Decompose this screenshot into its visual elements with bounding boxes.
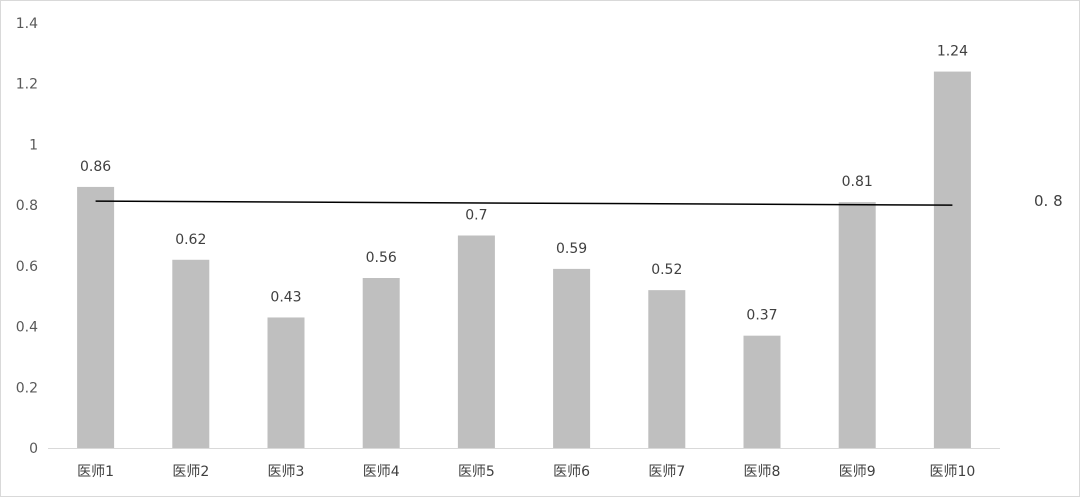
data-labels: 0.86 0.62 0.43 0.56 0.7 0.59 0.52 0.37 0.81 1.24 <box>80 44 968 324</box>
bar <box>933 71 971 449</box>
bar <box>743 335 781 448</box>
y-tick-label: 0.6 <box>16 259 38 275</box>
data-label: 0.59 <box>556 241 587 257</box>
x-tick-label: 医师5 <box>458 464 495 480</box>
y-tick-label: 1.4 <box>16 16 38 32</box>
data-label: 0.37 <box>746 308 777 324</box>
x-tick-label: 医师3 <box>268 464 305 480</box>
y-axis: 0 0.2 0.4 0.6 0.8 1 1.2 1.4 <box>16 16 38 457</box>
bar <box>362 278 400 448</box>
x-tick-label: 医师10 <box>929 464 975 480</box>
y-tick-label: 0 <box>29 441 38 457</box>
y-tick-label: 0.4 <box>16 320 38 336</box>
y-tick-label: 1 <box>29 137 38 153</box>
bar <box>648 290 686 448</box>
data-label: 0.7 <box>465 208 487 224</box>
reference-line-label: 0. 8 <box>1034 192 1063 210</box>
bar <box>553 268 591 448</box>
y-tick-label: 0.2 <box>16 380 38 396</box>
data-label: 0.52 <box>651 262 682 278</box>
data-label: 0.86 <box>80 159 111 175</box>
data-label: 0.56 <box>366 250 397 266</box>
y-tick-label: 1.2 <box>16 77 38 93</box>
bar <box>457 235 495 448</box>
bar <box>838 202 876 448</box>
x-tick-label: 医师7 <box>648 464 685 480</box>
reference-line <box>95 200 953 206</box>
bar <box>267 317 305 448</box>
data-label: 1.24 <box>937 44 968 60</box>
x-tick-label: 医师6 <box>553 464 590 480</box>
x-tick-label: 医师4 <box>363 464 400 480</box>
x-tick-label: 医师2 <box>172 464 209 480</box>
x-tick-label: 医师9 <box>839 464 876 480</box>
data-label: 0.81 <box>842 174 873 190</box>
x-tick-label: 医师8 <box>744 464 781 480</box>
data-label: 0.43 <box>270 289 301 305</box>
y-tick-label: 0.8 <box>16 198 38 214</box>
bar <box>172 259 210 448</box>
bar <box>77 186 115 448</box>
bars <box>77 71 971 449</box>
data-label: 0.62 <box>175 232 206 248</box>
x-tick-label: 医师1 <box>77 464 114 480</box>
x-axis-labels: 医师1 医师2 医师3 医师4 医师5 医师6 医师7 医师8 医师9 医师10 <box>77 464 975 480</box>
